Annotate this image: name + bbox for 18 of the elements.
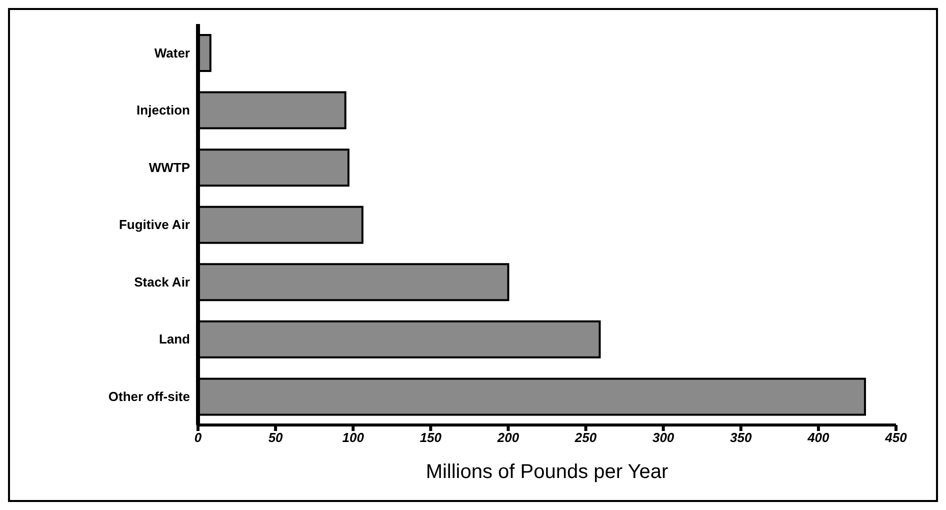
x-axis-title: Millions of Pounds per Year (426, 461, 669, 483)
y-tick-label: Land (158, 332, 190, 347)
y-tick-label: Stack Air (134, 274, 190, 290)
x-tick-label: 50 (268, 430, 284, 446)
x-tick-label: 250 (574, 430, 598, 446)
y-tick-label: Water (154, 45, 190, 60)
x-tick-label: 400 (806, 430, 830, 446)
y-tick-label: Injection (136, 102, 190, 118)
x-tick-label: 350 (730, 430, 752, 446)
y-tick-label: WWTP (148, 160, 190, 175)
x-tick-label: 150 (420, 430, 442, 446)
x-tick-label: 100 (342, 430, 365, 446)
x-tick-label: 450 (884, 430, 908, 446)
x-tick-label: 300 (652, 430, 675, 446)
x-tick-label: 200 (496, 430, 520, 446)
y-tick-label: Other off-site (108, 388, 190, 404)
x-tick-label: 0 (194, 430, 202, 446)
y-tick-label: Fugitive Air (118, 217, 190, 232)
